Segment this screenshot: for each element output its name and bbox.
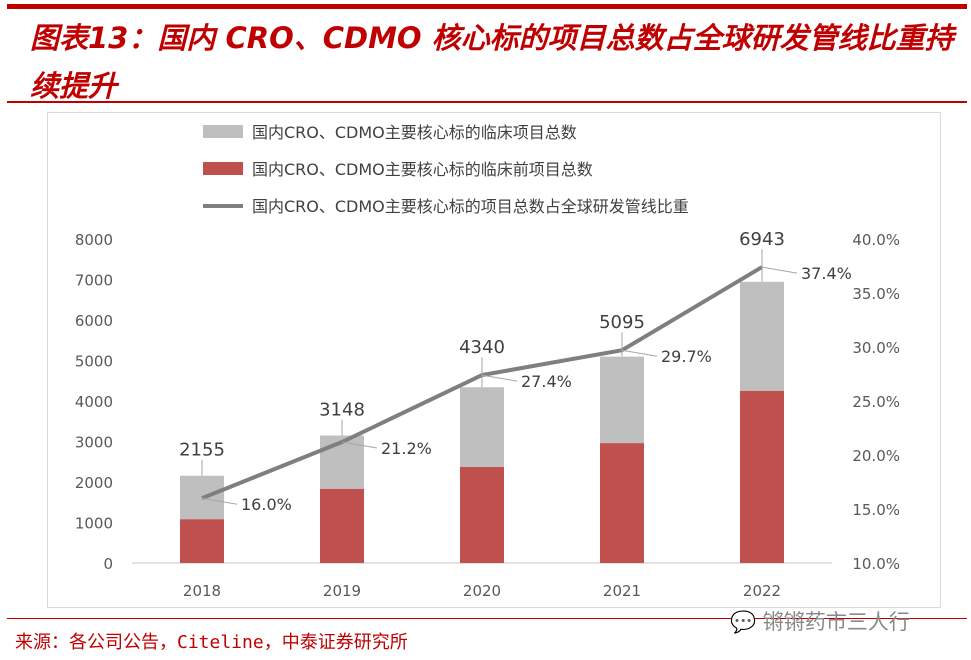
total-label-2019: 3148 <box>319 400 365 421</box>
bar-preclinical-2021 <box>600 443 644 563</box>
bar-preclinical-2019 <box>320 488 364 563</box>
bar-clinical-2021 <box>600 356 644 444</box>
bar-clinical-2020 <box>460 387 504 468</box>
legend-label-ratio: 国内CRO、CDMO主要核心标的项目总数占全球研发管线比重 <box>252 197 689 216</box>
y-tick-label: 7000 <box>75 272 113 290</box>
ratio-label-2020: 27.4% <box>521 372 572 391</box>
y-tick-label: 5000 <box>75 353 113 371</box>
bar-preclinical-2018 <box>180 519 224 563</box>
title-rule <box>7 101 967 103</box>
y-tick-label: 4000 <box>75 393 113 411</box>
x-tick-label: 2018 <box>183 582 221 600</box>
bar-clinical-2022 <box>740 281 784 391</box>
x-tick-label: 2022 <box>743 582 781 600</box>
y2-tick-label: 35.0% <box>852 285 900 303</box>
bar-preclinical-2020 <box>460 467 504 563</box>
chart-title: 图表13：国内 CRO、CDMO 核心标的项目总数占全球研发管线比重持续提升 <box>30 21 954 103</box>
y-tick-label: 2000 <box>75 474 113 492</box>
ratio-leader-line <box>341 441 378 449</box>
chart-frame <box>47 112 941 608</box>
total-label-2020: 4340 <box>459 337 505 358</box>
bar-preclinical-2022 <box>740 390 784 563</box>
source-note: 来源：各公司公告，Citeline，中泰证券研究所 <box>15 632 408 653</box>
source-rule <box>7 618 967 619</box>
ratio-label-2018: 16.0% <box>241 495 292 514</box>
ratio-label-2022: 37.4% <box>801 264 852 283</box>
y-tick-label: 3000 <box>75 434 113 452</box>
watermark: 💬 锵锵药市三人行 <box>730 610 910 634</box>
y-tick-label: 6000 <box>75 312 113 330</box>
total-label-2018: 2155 <box>179 440 225 461</box>
y2-tick-label: 25.0% <box>852 393 900 411</box>
legend-label-clinical: 国内CRO、CDMO主要核心标的临床项目总数 <box>252 123 577 142</box>
y2-tick-label: 40.0% <box>852 231 900 249</box>
total-label-2021: 5095 <box>599 312 645 333</box>
ratio-label-2019: 21.2% <box>381 439 432 458</box>
ratio-label-2021: 29.7% <box>661 347 712 366</box>
x-tick-label: 2021 <box>603 582 641 600</box>
ratio-leader-line <box>621 349 658 357</box>
top-rule <box>7 4 967 9</box>
y2-tick-label: 30.0% <box>852 339 900 357</box>
y2-tick-label: 20.0% <box>852 447 900 465</box>
ratio-leader-line <box>481 374 518 382</box>
x-tick-label: 2020 <box>463 582 501 600</box>
ratio-leader-line <box>201 497 238 505</box>
y-tick-label: 8000 <box>75 231 113 249</box>
y-tick-label: 1000 <box>75 515 113 533</box>
y-tick-label: 0 <box>103 555 113 573</box>
ratio-leader-line <box>761 266 798 274</box>
legend-swatch-clinical <box>203 125 243 138</box>
total-label-2022: 6943 <box>739 229 785 250</box>
y2-tick-label: 10.0% <box>852 555 900 573</box>
y2-tick-label: 15.0% <box>852 501 900 519</box>
legend-label-preclinical: 国内CRO、CDMO主要核心标的临床前项目总数 <box>252 160 593 179</box>
legend-swatch-preclinical <box>203 162 243 175</box>
x-tick-label: 2019 <box>323 582 361 600</box>
